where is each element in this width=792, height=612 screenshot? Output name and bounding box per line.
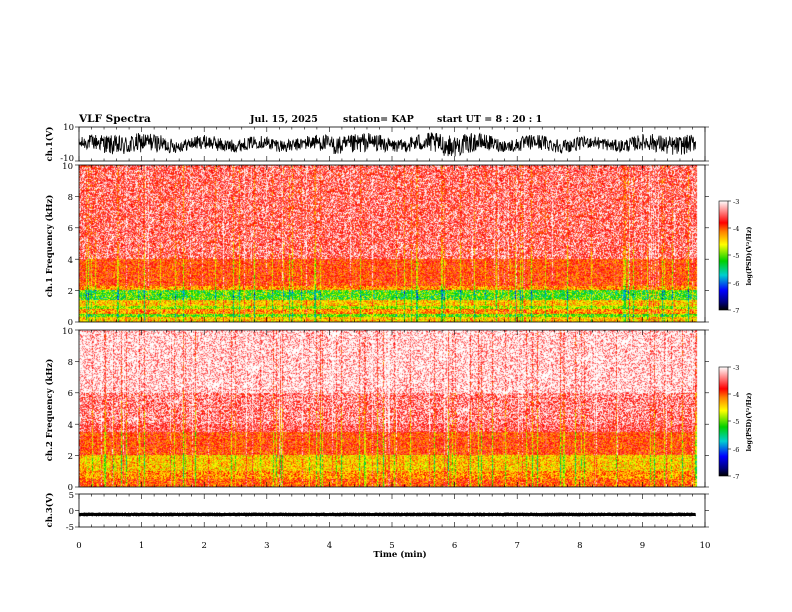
ch1-cb-tick-m5: -5 — [733, 252, 739, 260]
time-tick-label: 10 — [700, 541, 711, 551]
time-tick-label: 3 — [264, 541, 269, 551]
ch1-ytick-bottom: -10 — [60, 154, 74, 164]
ch2-colorbar-scale — [718, 366, 729, 477]
time-tick-label: 5 — [389, 541, 394, 551]
ch1-spectrogram-ylabel: ch.1 Frequency (kHz) — [44, 195, 55, 298]
time-tick-label: 8 — [577, 541, 582, 551]
time-tick-label: 0 — [76, 541, 81, 551]
ch2-freq-tick-10: 10 — [62, 327, 73, 337]
ch2-freq-tick-4: 4 — [68, 421, 73, 431]
ch1-waveform-ylabel: ch.1(V) — [44, 127, 55, 162]
ch2-spectrogram-panel: 0 2 4 6 8 10 ch.2 Frequency (kHz) — [44, 327, 709, 493]
ch1-cb-tick-m6: -6 — [733, 280, 739, 288]
ch2-spectrogram-ylabel: ch.2 Frequency (kHz) — [44, 359, 55, 462]
ch1-waveform-trace — [78, 132, 696, 157]
time-axis-label: Time (min) — [373, 549, 426, 560]
ch3-waveform-ylabel: ch.3(V) — [44, 493, 55, 528]
ch1-freq-tick-6: 6 — [68, 224, 73, 234]
ch2-colorbar: -3 -4 -5 -6 -7 log(PSD)(V²/Hz) — [718, 364, 753, 481]
ch3-ytick-mid: 0 — [69, 507, 74, 517]
ch1-ytick-top: 10 — [63, 123, 74, 133]
ch2-freq-tick-0: 0 — [68, 483, 73, 493]
ch1-spectrogram-axes — [75, 164, 709, 323]
ch2-freq-tick-2: 2 — [68, 452, 73, 462]
date-label: Jul. 15, 2025 — [249, 114, 318, 125]
ch1-spectrogram-image — [79, 165, 705, 322]
ch1-freq-tick-10: 10 — [62, 162, 73, 172]
ch1-cb-tick-m4: -4 — [733, 225, 739, 233]
ch2-freq-tick-8: 8 — [68, 358, 73, 368]
time-tick-label: 7 — [514, 541, 519, 551]
ch1-spectrogram-panel: 0 2 4 6 8 10 ch.1 Frequency (kHz) — [44, 162, 709, 328]
ch2-freq-tick-6: 6 — [68, 389, 73, 399]
ch1-waveform-panel: 10 -10 ch.1(V) — [44, 123, 709, 164]
ch3-ytick-bottom: -5 — [66, 523, 74, 533]
ch1-freq-tick-4: 4 — [68, 256, 73, 266]
ch2-cb-tick-m7: -7 — [733, 473, 739, 481]
time-tick-label: 6 — [452, 541, 457, 551]
station-label: station= KAP — [343, 114, 414, 125]
ch1-freq-tick-8: 8 — [68, 193, 73, 203]
start-time-label: start UT = 8 : 20 : 1 — [437, 114, 542, 125]
time-axis-ticks: 0 1 2 3 4 5 6 7 8 9 10 — [76, 541, 710, 551]
ch2-spectrogram-axes — [75, 329, 709, 488]
ch2-cb-tick-m3: -3 — [733, 364, 739, 372]
ch2-spectrogram-image — [79, 330, 705, 487]
ch1-freq-tick-0: 0 — [68, 318, 73, 328]
ch1-freq-tick-2: 2 — [68, 287, 73, 297]
ch3-waveform-panel: 5 0 -5 ch.3(V) — [44, 491, 709, 533]
ch1-cb-tick-m7: -7 — [733, 307, 739, 315]
figure-title: VLF Spectra — [78, 113, 151, 125]
ch1-waveform-axes — [75, 126, 709, 162]
ch1-cb-tick-m3: -3 — [733, 198, 739, 206]
ch2-cb-tick-m4: -4 — [733, 391, 739, 399]
ch2-cb-tick-m6: -6 — [733, 446, 739, 454]
ch3-waveform-axes — [75, 493, 709, 528]
time-tick-label: 4 — [327, 541, 332, 551]
ch1-colorbar-label: log(PSD)(V²/Hz) — [745, 227, 753, 286]
ch3-ytick-top: 5 — [69, 491, 74, 501]
ch2-cb-tick-m5: -5 — [733, 418, 739, 426]
ch2-colorbar-label: log(PSD)(V²/Hz) — [745, 393, 753, 452]
ch1-colorbar-scale — [718, 200, 729, 311]
time-tick-label: 2 — [201, 541, 206, 551]
ch1-colorbar: -3 -4 -5 -6 -7 log(PSD)(V²/Hz) — [718, 198, 753, 315]
time-tick-label: 1 — [139, 541, 144, 551]
ch3-waveform-trace — [78, 512, 696, 517]
time-tick-label: 9 — [640, 541, 645, 551]
